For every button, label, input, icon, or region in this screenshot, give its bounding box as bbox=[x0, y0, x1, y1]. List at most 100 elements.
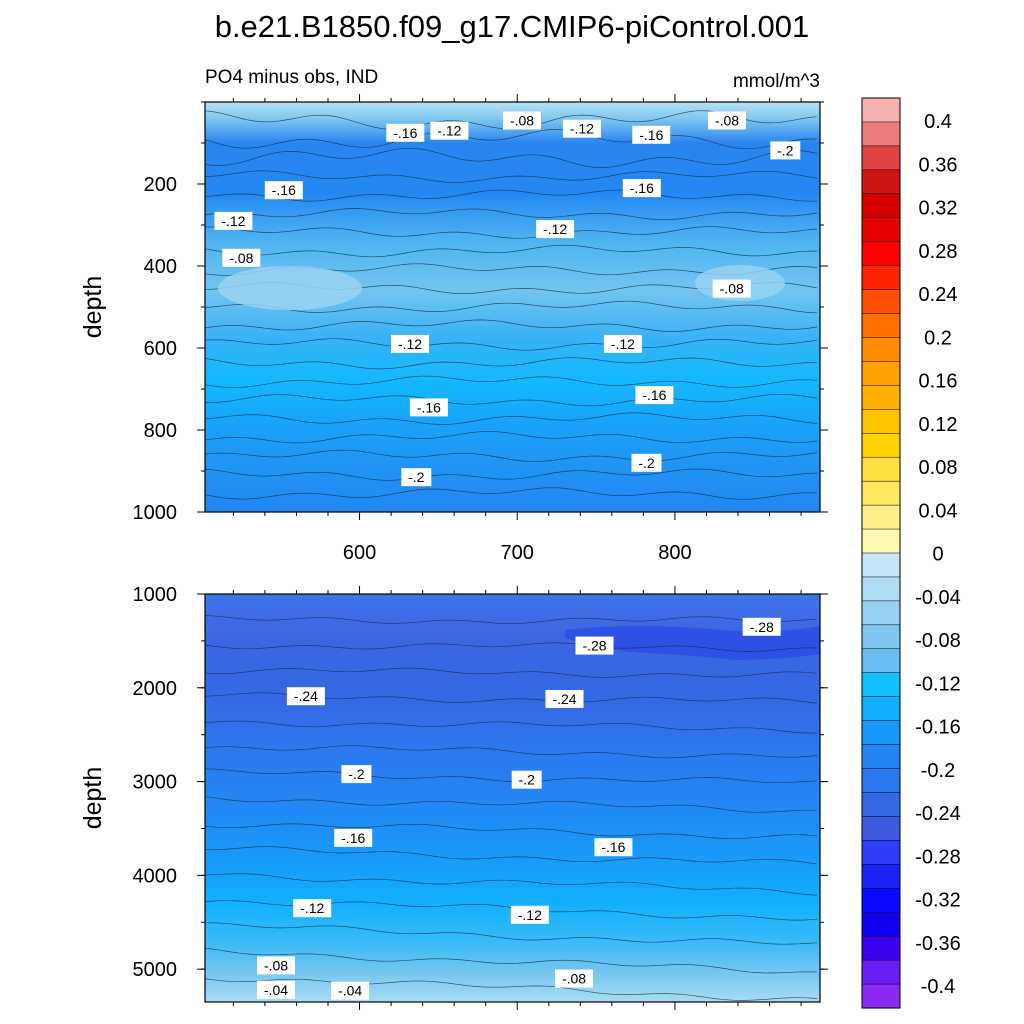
contour-label-text: -.16 bbox=[272, 182, 296, 198]
colorbar-label: 0.2 bbox=[924, 327, 952, 349]
contour-label: -.12 bbox=[214, 211, 253, 230]
y-tick-label: 200 bbox=[144, 174, 177, 196]
colorbar-swatch bbox=[861, 696, 901, 722]
contour-label: -.04 bbox=[331, 981, 370, 1000]
y-tick-label: 1000 bbox=[133, 584, 178, 606]
colorbar-label: -0.16 bbox=[915, 717, 961, 739]
contour-label-text: -.12 bbox=[518, 907, 542, 923]
colorbar-label: 0.16 bbox=[919, 371, 958, 393]
contour-label-text: -.2 bbox=[777, 142, 794, 158]
contour-line bbox=[205, 147, 818, 168]
contour-label: -.2 bbox=[341, 765, 372, 784]
colorbar-label: 0.32 bbox=[919, 198, 958, 220]
contour-label: -.08 bbox=[503, 111, 541, 130]
contour-label: -.08 bbox=[712, 279, 751, 298]
contour-label-text: -.2 bbox=[348, 766, 365, 782]
colorbar-label: -0.08 bbox=[915, 630, 961, 652]
contour-label: -.08 bbox=[708, 111, 746, 130]
contour-line bbox=[205, 487, 818, 500]
colorbar-swatch bbox=[861, 241, 901, 267]
upper-ylabel: depth bbox=[79, 276, 107, 339]
contour-line bbox=[205, 922, 818, 945]
contour-label: -.12 bbox=[603, 334, 642, 353]
contour-label-text: -.12 bbox=[611, 336, 635, 352]
colorbar-label: -0.28 bbox=[915, 846, 961, 868]
y-tick-label: 5000 bbox=[133, 959, 178, 981]
contour-label: -.2 bbox=[511, 770, 542, 789]
contour-line bbox=[205, 823, 818, 840]
y-tick-label: 3000 bbox=[133, 772, 178, 794]
colorbar-swatch bbox=[861, 768, 901, 794]
contour-line bbox=[205, 947, 818, 974]
y-tick-label: 1000 bbox=[133, 502, 178, 524]
colorbar-swatch bbox=[861, 864, 901, 889]
contour-line bbox=[205, 667, 818, 678]
contour-label-text: -.24 bbox=[552, 691, 576, 707]
contour-label-text: -.12 bbox=[437, 123, 461, 139]
colorbar-swatch bbox=[861, 744, 901, 770]
colorbar-label: -0.04 bbox=[915, 587, 961, 609]
contour-line bbox=[205, 796, 818, 813]
colorbar-swatch bbox=[861, 409, 901, 434]
colorbar-swatch bbox=[861, 169, 901, 195]
contour-line bbox=[205, 170, 818, 183]
colorbar-label: 0.12 bbox=[919, 414, 958, 436]
contour-line bbox=[205, 642, 818, 652]
colorbar-swatch bbox=[861, 121, 901, 147]
colorbar-label: 0.4 bbox=[924, 111, 952, 133]
colorbar-swatch bbox=[861, 337, 901, 362]
contour-label: -.16 bbox=[594, 838, 633, 857]
contour-label-text: -.16 bbox=[630, 180, 654, 196]
colorbar-swatch bbox=[861, 313, 901, 339]
contour-label-text: -.2 bbox=[638, 455, 655, 471]
x-tick-label: 800 bbox=[658, 542, 691, 564]
contour-label-text: -.12 bbox=[570, 121, 594, 137]
colorbar-swatch bbox=[861, 433, 901, 458]
contour-line bbox=[205, 357, 818, 370]
contour-label: -.28 bbox=[742, 617, 781, 636]
contour-label: -.16 bbox=[409, 398, 448, 417]
colorbar-label: -0.12 bbox=[915, 673, 961, 695]
contour-label-text: -.16 bbox=[417, 399, 441, 415]
contour-label: -.2 bbox=[770, 141, 801, 160]
contour-label: -.16 bbox=[635, 386, 674, 405]
colorbar-swatch bbox=[861, 935, 901, 961]
contour-line bbox=[205, 208, 818, 221]
contour-line bbox=[205, 720, 818, 734]
contour-label-text: -.08 bbox=[562, 971, 586, 987]
colorbar-label: -0.32 bbox=[915, 890, 961, 912]
colorbar-swatch bbox=[861, 911, 901, 937]
contour-line bbox=[205, 768, 818, 784]
x-tick-label: 600 bbox=[343, 542, 376, 564]
contour-label: -.16 bbox=[386, 123, 425, 142]
contour-line bbox=[205, 873, 818, 896]
colorbar-swatch bbox=[861, 385, 901, 410]
contour-label-text: -.2 bbox=[519, 772, 536, 788]
colorbar-swatch bbox=[861, 840, 901, 865]
lower-panel: 1000 2000 3000 4000 5000 -.28 -.28 -.24 -.24 -.2… bbox=[79, 584, 828, 1010]
contour-label: -.2 bbox=[631, 453, 662, 472]
contour-line bbox=[205, 375, 818, 388]
contour-line bbox=[205, 615, 818, 625]
colorbar-swatch bbox=[861, 792, 901, 817]
y-tick-label: 2000 bbox=[133, 678, 178, 700]
contour-label-text: -.16 bbox=[393, 125, 417, 141]
contour-label-text: -.08 bbox=[720, 281, 744, 297]
colorbar-swatch bbox=[861, 552, 901, 578]
lower-plot-area bbox=[205, 594, 820, 1002]
contour-label-text: -.08 bbox=[264, 957, 288, 973]
colorbar-label: 0.08 bbox=[919, 457, 958, 479]
upper-panel: 200 400 600 800 1000 600 700 800 -.16 -.12 -.08 -.… bbox=[79, 94, 828, 564]
colorbar-label: 0.36 bbox=[919, 154, 958, 176]
contour-line bbox=[205, 449, 818, 462]
contour-label: -.08 bbox=[555, 969, 593, 988]
contour-label: -.12 bbox=[391, 334, 429, 353]
colorbar-swatch bbox=[861, 480, 901, 506]
chart-title: b.e21.B1850.f09_g17.CMIP6-piControl.001 bbox=[215, 9, 810, 44]
contour-line bbox=[205, 226, 818, 239]
colorbar-swatch bbox=[861, 265, 901, 291]
contour-label-text: -.2 bbox=[408, 469, 425, 485]
colorbar-swatch bbox=[861, 289, 901, 315]
colorbar-swatch bbox=[861, 528, 901, 554]
